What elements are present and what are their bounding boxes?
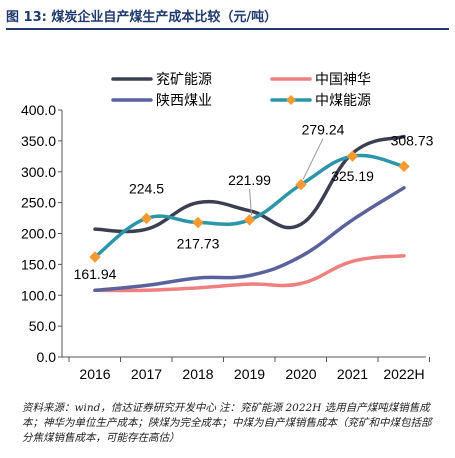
series-line: [93, 186, 406, 293]
legend-label: 中国神华: [315, 72, 371, 88]
legend-label: 陕西煤业: [156, 93, 212, 109]
data-label: 325.19: [331, 168, 374, 184]
data-label: 308.73: [391, 132, 434, 148]
y-tick-label: 200.0: [21, 226, 56, 242]
data-label-leader: [302, 138, 324, 180]
x-axis: 2016 2017 2018 2019 2020 2021 2022H: [62, 356, 430, 382]
y-tick-label: 50.0: [29, 318, 56, 334]
data-label: 161.94: [74, 266, 117, 282]
x-tick-label: 2016: [79, 366, 110, 382]
y-tick-label: 300.0: [21, 164, 56, 180]
source-note: 资料来源：wind，信达证券研究开发中心 注：兖矿能源 2022H 选用自产煤吨…: [22, 402, 432, 444]
legend-marker: [286, 95, 296, 105]
legend-item: 中国神华: [270, 72, 371, 88]
y-tick-label: 350.0: [21, 133, 56, 149]
x-tick-label: 2019: [234, 366, 265, 382]
x-tick-label: 2021: [337, 366, 368, 382]
data-label: 224.5: [129, 180, 164, 196]
title-divider: [6, 28, 449, 30]
y-axis: 0.0 50.0 100.0 150.0 200.0 250.0 300.0 350.0 400…: [21, 102, 63, 365]
data-point-marker: [140, 212, 153, 225]
data-point-marker: [192, 216, 204, 229]
y-tick-label: 100.0: [21, 287, 56, 303]
legend-item: 中煤能源: [270, 93, 371, 109]
data-label-leader: [249, 188, 252, 215]
data-label: 221.99: [228, 172, 271, 188]
data-point-marker: [295, 178, 307, 191]
series-line: [93, 253, 406, 293]
data-point-marker: [89, 251, 101, 263]
legend-label: 中煤能源: [315, 93, 371, 109]
y-tick-label: 0.0: [37, 349, 57, 365]
data-point-marker: [243, 214, 256, 226]
data-label: 217.73: [177, 236, 220, 252]
data-point-marker: [398, 160, 410, 173]
x-tick-label: 2020: [285, 366, 316, 382]
data-label: 279.24: [302, 122, 345, 138]
x-tick-label: 2018: [182, 366, 213, 382]
series-markers: [89, 150, 410, 263]
x-tick-label: 2017: [131, 366, 162, 382]
data-point-marker: [346, 150, 359, 162]
legend-label: 兖矿能源: [156, 72, 212, 88]
legend-item: 陕西煤业: [111, 93, 212, 109]
data-labels: 161.94 224.5 217.73 221.99 279.24 325.19 308.7…: [74, 122, 434, 282]
series-lines: [93, 134, 406, 293]
y-tick-label: 400.0: [21, 102, 56, 118]
y-tick-label: 250.0: [21, 195, 56, 211]
x-tick-label: 2022H: [383, 366, 424, 382]
figure-title: 图 13: 煤炭企业自产煤生产成本比较（元/吨）: [6, 10, 278, 25]
legend-item: 兖矿能源: [111, 72, 212, 88]
y-tick-label: 150.0: [21, 256, 56, 272]
